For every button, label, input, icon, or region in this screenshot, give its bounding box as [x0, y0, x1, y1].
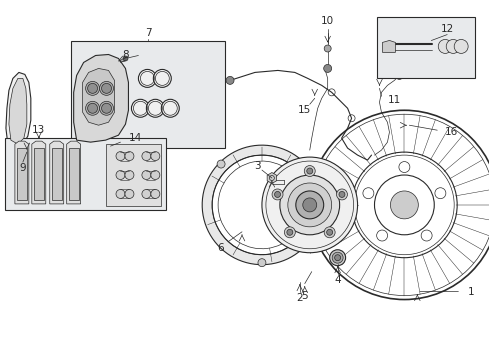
Bar [71, 41, 225, 148]
Circle shape [88, 103, 98, 113]
Circle shape [88, 84, 98, 93]
Circle shape [125, 189, 134, 198]
Polygon shape [15, 141, 29, 204]
Circle shape [327, 229, 333, 235]
Circle shape [147, 99, 164, 117]
Circle shape [226, 76, 234, 84]
Circle shape [280, 175, 340, 235]
Text: 16: 16 [444, 127, 458, 137]
Circle shape [217, 160, 225, 168]
Polygon shape [83, 68, 115, 125]
Circle shape [116, 171, 125, 180]
Circle shape [151, 152, 160, 161]
Circle shape [125, 152, 134, 161]
Polygon shape [52, 148, 62, 200]
Bar [5, 138, 166, 210]
Circle shape [125, 171, 134, 180]
Circle shape [131, 99, 149, 117]
Circle shape [324, 64, 332, 72]
Circle shape [330, 250, 345, 266]
Circle shape [391, 191, 418, 219]
Polygon shape [50, 141, 64, 204]
Circle shape [99, 101, 114, 115]
Circle shape [101, 84, 112, 93]
Text: 8: 8 [122, 50, 129, 60]
Circle shape [446, 40, 460, 53]
Circle shape [258, 259, 266, 267]
Circle shape [438, 40, 452, 53]
Circle shape [304, 166, 315, 176]
Circle shape [274, 192, 281, 197]
Circle shape [332, 252, 343, 263]
Text: 6: 6 [217, 243, 223, 253]
Circle shape [86, 101, 99, 115]
Polygon shape [17, 148, 27, 200]
Circle shape [142, 189, 151, 198]
Text: 2: 2 [296, 293, 303, 302]
Circle shape [101, 103, 112, 113]
Text: 1: 1 [468, 287, 474, 297]
Text: 3: 3 [255, 161, 261, 171]
Circle shape [287, 229, 293, 235]
Circle shape [153, 69, 172, 87]
Circle shape [288, 183, 332, 227]
Circle shape [262, 157, 358, 253]
Circle shape [116, 152, 125, 161]
Text: 12: 12 [441, 24, 454, 33]
Polygon shape [67, 141, 81, 204]
Polygon shape [34, 148, 44, 200]
Polygon shape [74, 54, 128, 142]
Text: 10: 10 [321, 15, 334, 26]
Circle shape [99, 81, 114, 95]
Circle shape [454, 40, 468, 53]
Circle shape [299, 160, 307, 168]
Text: 13: 13 [32, 125, 46, 135]
Polygon shape [69, 148, 78, 200]
Circle shape [116, 189, 125, 198]
Polygon shape [32, 141, 46, 204]
Circle shape [284, 227, 295, 238]
Circle shape [123, 56, 128, 61]
Circle shape [272, 189, 283, 200]
Text: 4: 4 [334, 275, 341, 285]
Text: 5: 5 [301, 291, 308, 301]
Circle shape [339, 192, 345, 197]
Polygon shape [6, 72, 31, 149]
Polygon shape [383, 40, 395, 53]
Bar [377, 17, 475, 78]
Circle shape [335, 255, 341, 261]
Circle shape [142, 152, 151, 161]
Circle shape [395, 71, 403, 80]
Polygon shape [9, 78, 27, 144]
Circle shape [324, 45, 331, 52]
Circle shape [161, 99, 179, 117]
Circle shape [307, 168, 313, 174]
Text: 11: 11 [388, 95, 401, 105]
Circle shape [142, 171, 151, 180]
Text: 9: 9 [20, 163, 26, 173]
Circle shape [324, 227, 335, 238]
Text: 14: 14 [129, 133, 142, 143]
Circle shape [151, 171, 160, 180]
Text: 7: 7 [145, 28, 152, 37]
Circle shape [296, 191, 324, 219]
Circle shape [337, 189, 347, 200]
Polygon shape [267, 172, 277, 184]
Polygon shape [202, 145, 318, 265]
Bar [105, 144, 161, 206]
Circle shape [303, 198, 317, 212]
Circle shape [138, 69, 156, 87]
Circle shape [86, 81, 99, 95]
Circle shape [151, 189, 160, 198]
Text: 15: 15 [298, 105, 311, 115]
